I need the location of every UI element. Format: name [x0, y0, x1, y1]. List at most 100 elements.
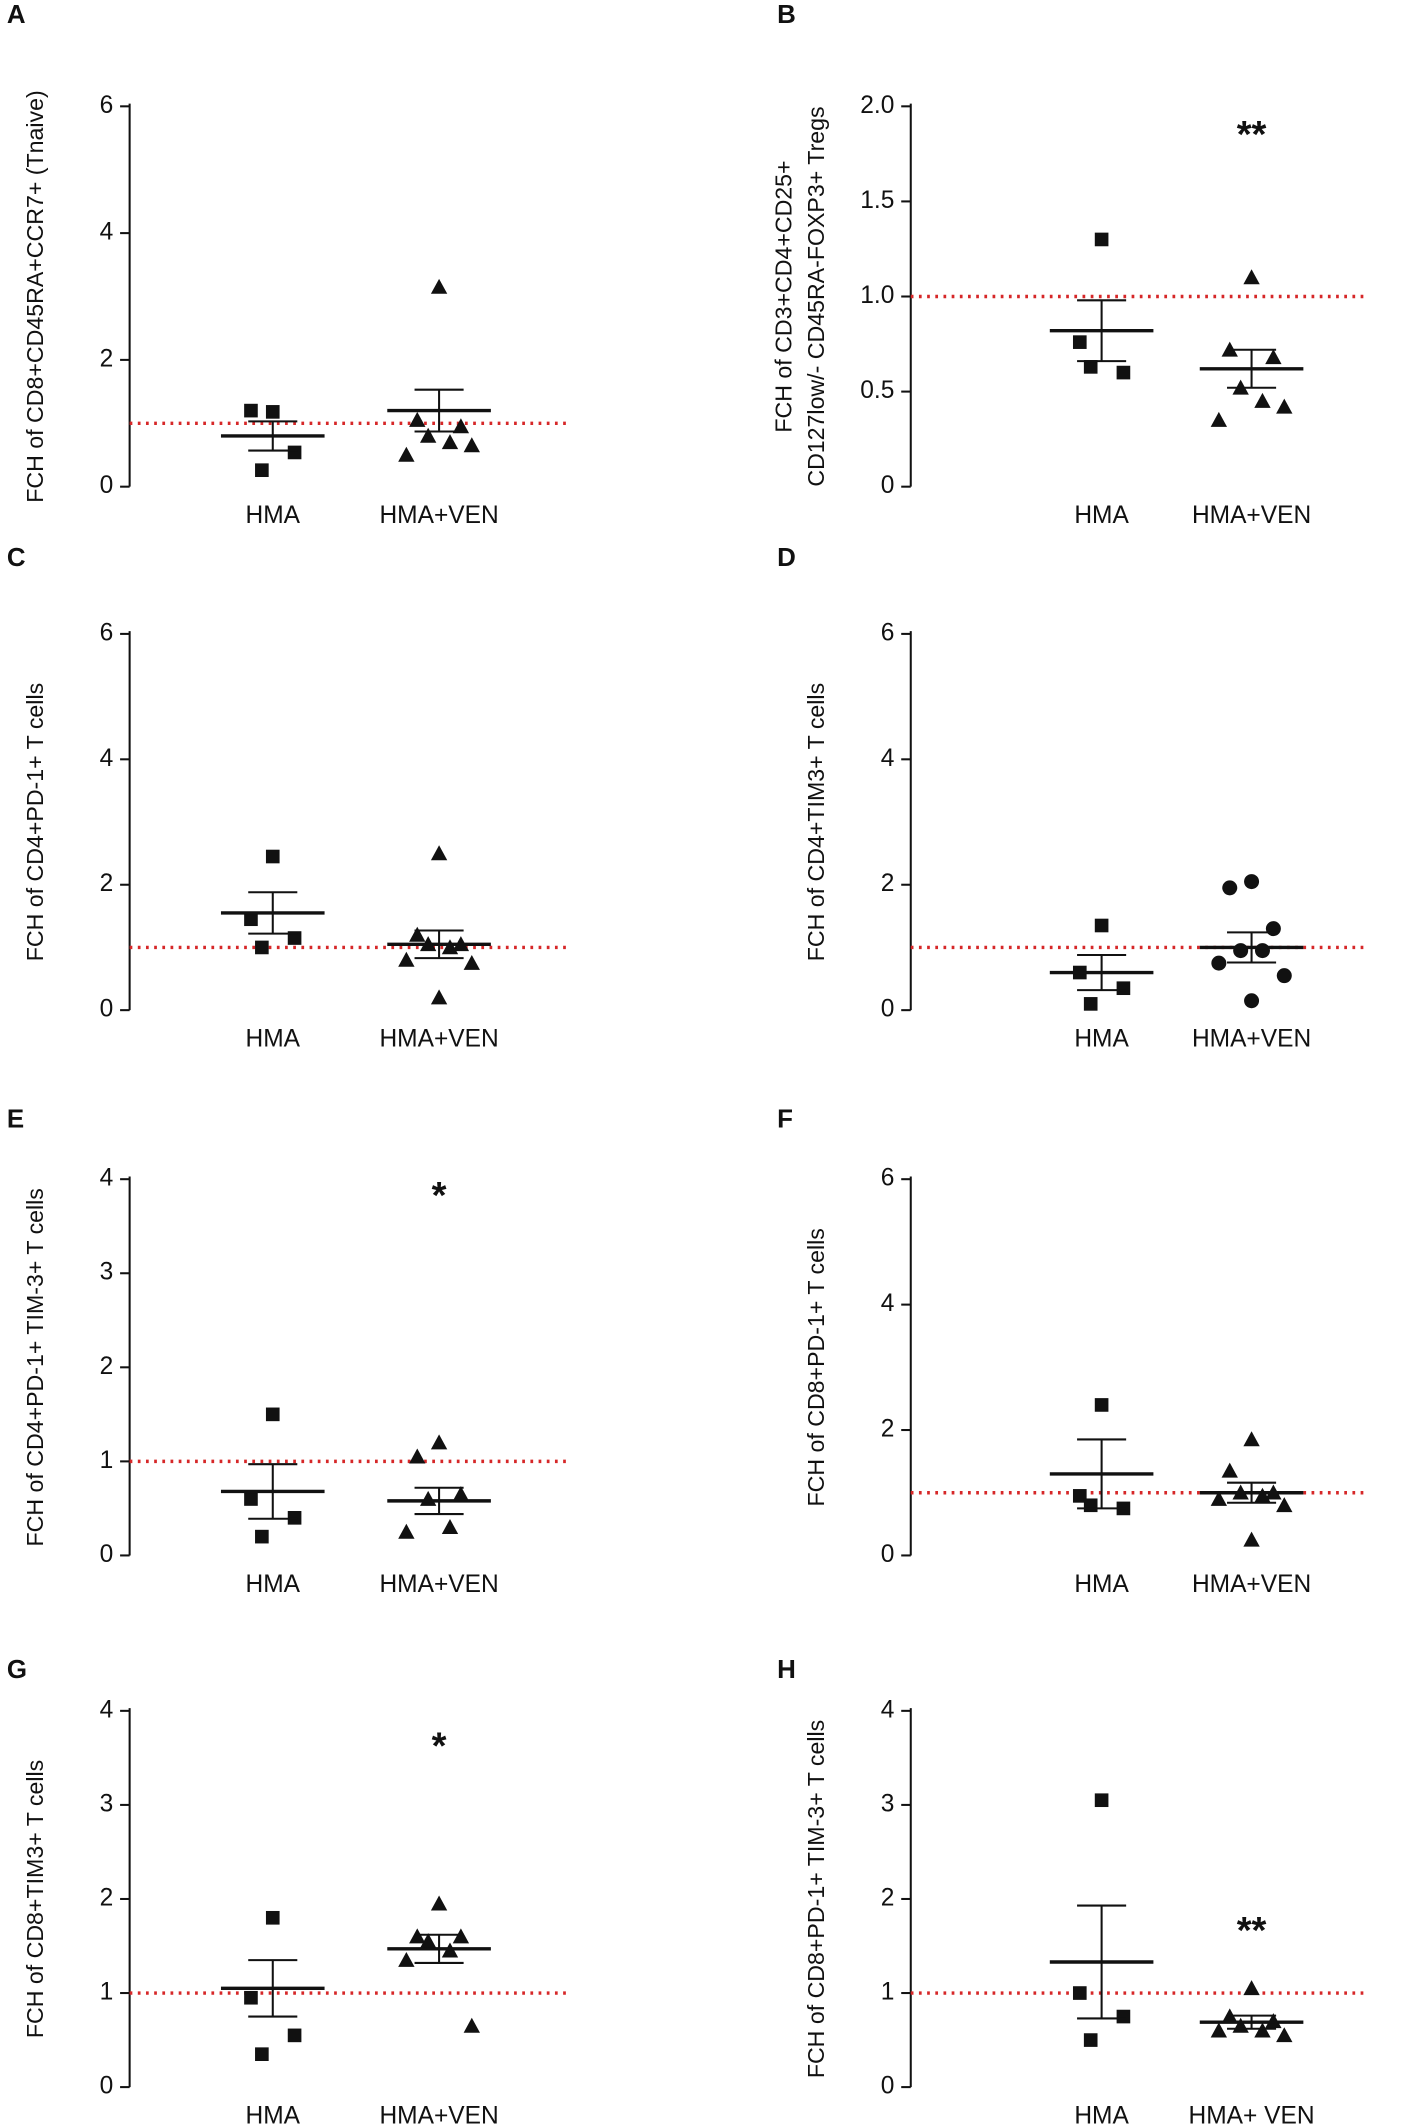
- point: [255, 463, 269, 478]
- y-axis-label: FCH of CD3+CD4+CD25+: [770, 160, 796, 432]
- y-axis-label: CD127low/- CD45RA-FOXP3+ Tregs: [803, 106, 829, 486]
- point: [1244, 874, 1260, 890]
- panel-letter: H: [777, 1656, 796, 1684]
- point: [1072, 335, 1087, 349]
- point: [1243, 1431, 1260, 1447]
- y-tick-label: 0: [100, 472, 114, 499]
- x-tick-label: HMA: [1074, 2103, 1129, 2128]
- point: [1094, 1793, 1109, 1808]
- x-tick-label: HMA+VEN: [379, 1026, 498, 1053]
- point: [1243, 269, 1260, 285]
- point: [1083, 997, 1098, 1011]
- significance: **: [1237, 113, 1267, 156]
- point: [1094, 918, 1109, 933]
- error-bar: [1227, 2014, 1277, 2030]
- point: [409, 1448, 426, 1464]
- y-tick-label: 4: [100, 1165, 114, 1192]
- y-tick-label: 0: [100, 996, 114, 1023]
- point: [452, 1928, 470, 1944]
- panel-letter: B: [777, 1, 796, 29]
- point: [1210, 1490, 1228, 1506]
- point: [452, 418, 470, 434]
- error-bar: [414, 388, 464, 433]
- y-tick-label: 2: [881, 870, 895, 897]
- point: [398, 1523, 415, 1539]
- point: [1254, 1487, 1271, 1503]
- y-tick-label: 1: [881, 1979, 895, 2006]
- panel-letter: D: [777, 544, 796, 572]
- point: [463, 954, 480, 970]
- point: [1265, 349, 1282, 365]
- y-axis-label: FCH of CD8+PD-1+ T cells: [803, 1228, 829, 1506]
- error-bar: [248, 1463, 298, 1520]
- point: [1254, 392, 1271, 408]
- y-tick-label: 6: [881, 1165, 895, 1192]
- point: [1254, 2022, 1271, 2038]
- significance: **: [1237, 1909, 1267, 1952]
- y-tick-label: 1: [100, 1979, 114, 2006]
- point: [1210, 2022, 1228, 2038]
- y-axis-label: FCH of CD4+TIM3+ T cells: [803, 683, 829, 961]
- point: [430, 1895, 448, 1911]
- x-tick-label: HMA+ VEN: [1189, 2103, 1315, 2128]
- error-bar: [1077, 1904, 1127, 2020]
- point: [409, 926, 426, 942]
- point: [398, 951, 415, 967]
- x-tick-label: HMA+VEN: [1192, 502, 1311, 529]
- y-tick-label: 3: [100, 1790, 114, 1817]
- point: [1210, 411, 1228, 427]
- point: [430, 278, 448, 294]
- y-tick-label: 4: [100, 745, 114, 772]
- point: [244, 403, 258, 418]
- point: [398, 446, 415, 462]
- y-tick-label: 1.0: [860, 282, 894, 309]
- point: [419, 427, 437, 443]
- point: [265, 1407, 280, 1422]
- y-tick-label: 0: [881, 996, 895, 1023]
- point: [409, 411, 426, 427]
- point: [1094, 1398, 1109, 1412]
- y-tick-label: 4: [100, 219, 114, 246]
- y-tick-label: 0: [100, 1541, 114, 1568]
- point: [398, 1951, 415, 1967]
- point: [1243, 1531, 1260, 1547]
- panel-letter: A: [7, 1, 26, 29]
- y-tick-label: 3: [100, 1259, 114, 1286]
- point: [1222, 880, 1238, 896]
- significance: *: [432, 1174, 447, 1217]
- panel-letter: G: [7, 1656, 27, 1684]
- y-tick-label: 2: [100, 345, 114, 372]
- y-tick-label: 0: [100, 2073, 114, 2100]
- point: [1211, 955, 1227, 971]
- error-bar: [1077, 953, 1127, 992]
- error-bar: [1227, 348, 1277, 389]
- point: [1276, 1497, 1293, 1513]
- x-tick-label: HMA+VEN: [1192, 1571, 1311, 1598]
- y-tick-label: 2: [100, 1884, 114, 1911]
- x-tick-label: HMA: [1074, 1571, 1129, 1598]
- y-tick-label: 1.5: [860, 187, 894, 214]
- point: [1276, 968, 1292, 984]
- y-tick-label: 0: [881, 472, 895, 499]
- y-tick-label: 6: [100, 619, 114, 646]
- point: [1072, 1489, 1087, 1503]
- error-bar: [1227, 1481, 1277, 1504]
- x-tick-label: HMA: [246, 502, 301, 529]
- y-axis-label: FCH of CD4+PD-1+ TIM-3+ T cells: [22, 1188, 48, 1546]
- x-tick-label: HMA+VEN: [379, 1571, 498, 1598]
- x-tick-label: HMA+VEN: [379, 502, 498, 529]
- panel-letter: C: [7, 544, 26, 572]
- y-tick-label: 4: [100, 1696, 114, 1723]
- point: [463, 437, 480, 453]
- x-tick-label: HMA+VEN: [1192, 1026, 1311, 1053]
- error-bar: [1077, 1438, 1127, 1510]
- point: [265, 1910, 280, 1925]
- point: [1233, 943, 1249, 959]
- point: [419, 1490, 437, 1506]
- x-tick-label: HMA: [246, 2103, 301, 2128]
- y-tick-label: 3: [881, 1790, 895, 1817]
- point: [287, 2028, 302, 2043]
- panel-letter: E: [7, 1105, 24, 1133]
- error-bar: [1227, 931, 1277, 964]
